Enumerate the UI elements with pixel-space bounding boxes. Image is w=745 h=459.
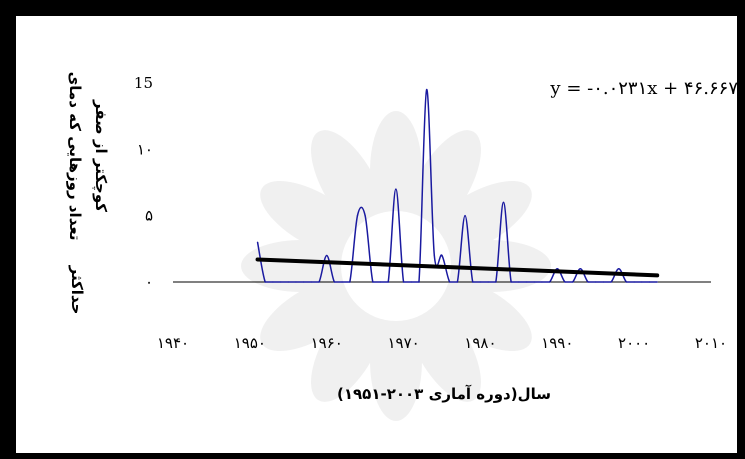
series-point <box>541 281 543 283</box>
x-tick-label: ۱۹۴۰ <box>157 334 189 352</box>
watermark-petal <box>405 130 482 238</box>
series-point <box>379 281 382 283</box>
series-points <box>256 89 658 283</box>
series-point <box>487 281 489 283</box>
series-point <box>525 281 528 283</box>
y-tick-label: ۰ <box>145 273 153 291</box>
series-point <box>502 201 505 203</box>
series-point <box>364 215 366 217</box>
series-point <box>256 241 259 243</box>
x-tick-label: ۱۹۸۰ <box>464 334 496 352</box>
series-point <box>349 281 351 283</box>
y-axis-title-line-3: حداکثر <box>68 265 86 315</box>
series-point <box>356 215 359 217</box>
series-point <box>318 281 320 283</box>
series-point <box>518 281 520 283</box>
series-point <box>464 215 466 217</box>
series-point <box>295 281 297 283</box>
series-point <box>579 268 581 270</box>
y-tick-label: ۵ <box>145 207 153 225</box>
watermark-petal <box>424 180 532 257</box>
series-point <box>456 281 458 283</box>
trendline-equation: y = -۰.۰۲۳۱x + ۴۶.۶۶۷ <box>549 78 737 99</box>
series-point <box>648 281 651 283</box>
x-axis-title: سال(دوره آماری ۲۰۰۳-۱۹۵۱) <box>337 385 551 403</box>
x-tick-label: ۲۰۰۰ <box>618 334 650 352</box>
series-point <box>402 281 405 283</box>
series-point <box>472 281 474 283</box>
series-point <box>303 281 305 283</box>
series-point <box>610 281 612 283</box>
series-point <box>387 281 389 283</box>
series-point <box>595 281 597 283</box>
y-axis-title-line-1: تعداد روزهایی که دمای <box>66 72 84 241</box>
watermark-petal <box>310 294 387 402</box>
series-point <box>280 281 282 283</box>
series-point <box>395 188 397 190</box>
series-point <box>310 281 312 283</box>
series-point <box>441 254 443 257</box>
x-tick-label: ۱۹۵۰ <box>234 334 266 352</box>
series-point <box>602 281 605 283</box>
watermark-petal <box>260 275 368 352</box>
x-tick-label: ۱۹۹۰ <box>541 334 573 352</box>
series-point <box>264 281 266 283</box>
series-point <box>426 89 428 91</box>
series-point <box>449 281 451 283</box>
series-point <box>564 281 566 283</box>
y-ticks: ۰ ۵ ۱۰ 15 <box>134 74 153 291</box>
series-point <box>341 281 343 283</box>
series-point <box>495 281 497 283</box>
x-ticks: ۱۹۴۰ ۱۹۵۰ ۱۹۶۰ ۱۹۷۰ ۱۹۸۰ ۱۹۹۰ ۲۰۰۰ ۲۰۱۰ <box>157 334 727 352</box>
watermark-petal <box>260 180 368 257</box>
series-point <box>549 281 551 283</box>
series-point <box>510 281 512 283</box>
series-point <box>641 281 643 283</box>
x-tick-label: ۱۹۶۰ <box>311 334 343 352</box>
series-point <box>272 281 274 283</box>
series-point <box>556 268 558 270</box>
series-point <box>287 281 289 283</box>
watermark-petal <box>424 275 532 352</box>
series-point <box>633 281 635 283</box>
series-point <box>333 281 335 283</box>
series-point <box>618 268 620 270</box>
series-point <box>326 254 328 257</box>
series-point <box>410 281 412 283</box>
x-tick-label: ۲۰۱۰ <box>695 334 727 352</box>
x-tick-label: ۱۹۷۰ <box>387 334 419 352</box>
trendline <box>255 257 660 278</box>
series-point <box>587 281 589 283</box>
series-point <box>533 281 535 283</box>
y-tick-label: ۱۰ <box>137 140 153 158</box>
watermark-petal <box>405 294 482 402</box>
series-point <box>433 254 435 257</box>
watermark-petal <box>310 130 387 238</box>
series-point <box>372 281 374 283</box>
y-tick-label: 15 <box>134 74 153 92</box>
series-point <box>479 281 482 283</box>
y-axis-title-line-2: کوچکتر از صفر <box>91 99 110 212</box>
series-point <box>418 281 420 283</box>
watermark-rosette <box>241 111 551 421</box>
series-point <box>625 281 628 283</box>
series-point <box>656 281 658 283</box>
series-point <box>572 281 574 283</box>
